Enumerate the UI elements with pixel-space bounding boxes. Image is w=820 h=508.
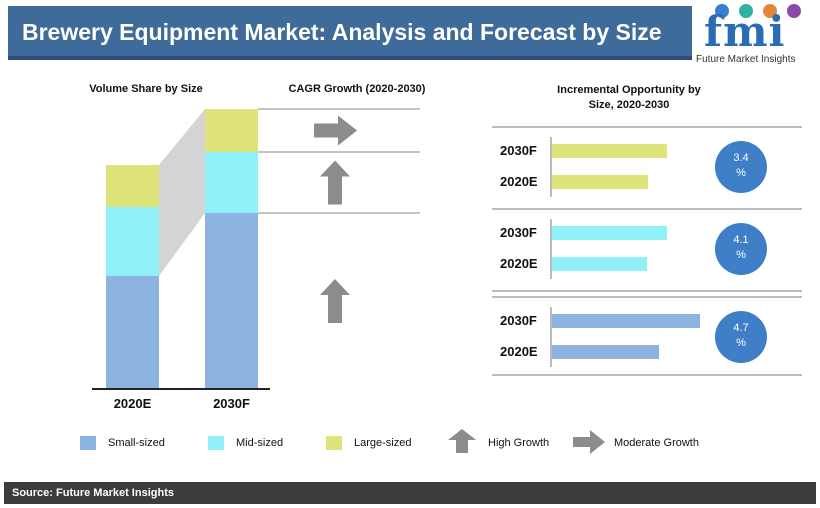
legend-mid-label: Mid-sized xyxy=(236,437,284,449)
cagr-header: CAGR Growth (2020-2030) xyxy=(288,83,426,95)
stacked-bar-2020E-mid-sized xyxy=(106,207,159,276)
opportunity-bar-large-sized-2020E xyxy=(552,175,648,189)
page-title: Brewery Equipment Market: Analysis and F… xyxy=(22,19,662,45)
opportunity-bar-small-sized-2030F xyxy=(552,314,700,328)
growth-multiplier-badge: 3.4% xyxy=(715,141,767,193)
opportunity-bar-label: 2020E xyxy=(500,256,538,271)
stacked-bar-2020E-small-sized xyxy=(106,276,159,389)
up-arrow-icon xyxy=(448,429,476,453)
opportunity-bar-large-sized-2030F xyxy=(552,144,667,158)
up-arrow-icon xyxy=(320,160,350,205)
legend-mid-swatch xyxy=(208,436,224,450)
right-arrow-icon xyxy=(314,115,357,146)
stacked-bar-2020E-large-sized xyxy=(106,165,159,207)
stacked-bar-2030F-large-sized xyxy=(205,109,258,152)
opportunity-bar-label: 2020E xyxy=(500,174,538,189)
multiplier-unit: % xyxy=(736,337,746,349)
opportunity-bar-mid-sized-2030F xyxy=(552,226,667,240)
legend-large-label: Large-sized xyxy=(354,437,412,449)
right-arrow-icon xyxy=(573,430,605,454)
legend-large-swatch xyxy=(326,436,342,450)
x-tick-label: 2030F xyxy=(213,396,250,411)
multiplier-value: 4.7 xyxy=(733,322,749,334)
multiplier-unit: % xyxy=(736,249,746,261)
opportunity-bar-mid-sized-2020E xyxy=(552,257,647,271)
volume-share-chart: 2020E 2030F xyxy=(92,108,420,411)
legend-moderate-growth-label: Moderate Growth xyxy=(614,437,699,449)
opportunity-bar-label: 2020E xyxy=(500,344,538,359)
growth-multiplier-badge: 4.7% xyxy=(715,311,767,363)
title-underline xyxy=(8,56,692,60)
multiplier-unit: % xyxy=(736,167,746,179)
up-arrow-icon xyxy=(320,279,350,323)
title-bar: Brewery Equipment Market: Analysis and F… xyxy=(8,6,692,60)
bar-connector xyxy=(159,109,205,276)
source-footer: Source: Future Market Insights xyxy=(4,482,816,504)
source-text: Source: Future Market Insights xyxy=(12,487,174,499)
multiplier-value: 3.4 xyxy=(733,152,749,164)
opportunity-bar-label: 2030F xyxy=(500,143,537,158)
opportunity-bar-small-sized-2020E xyxy=(552,345,659,359)
stacked-bar-2030F-small-sized xyxy=(205,213,258,389)
legend-small-label: Small-sized xyxy=(108,437,165,449)
growth-multiplier-badge: 4.1% xyxy=(715,223,767,275)
logo-people-icon xyxy=(715,4,801,18)
incremental-opportunity-header: Incremental Opportunity by Size, 2020-20… xyxy=(557,84,701,111)
fmi-logo: fmi Future Market Insights xyxy=(694,2,818,68)
multiplier-value: 4.1 xyxy=(733,234,749,246)
legend-high-growth-label: High Growth xyxy=(488,437,550,449)
x-tick-label: 2020E xyxy=(114,396,152,411)
legend-small-swatch xyxy=(80,436,96,450)
stacked-bar-2030F-mid-sized xyxy=(205,152,258,213)
volume-share-header: Volume Share by Size xyxy=(89,83,203,95)
logo-letters: fmi xyxy=(704,7,786,56)
logo-tagline: Future Market Insights xyxy=(696,54,796,65)
opportunity-bar-label: 2030F xyxy=(500,225,537,240)
opportunity-bar-label: 2030F xyxy=(500,313,537,328)
